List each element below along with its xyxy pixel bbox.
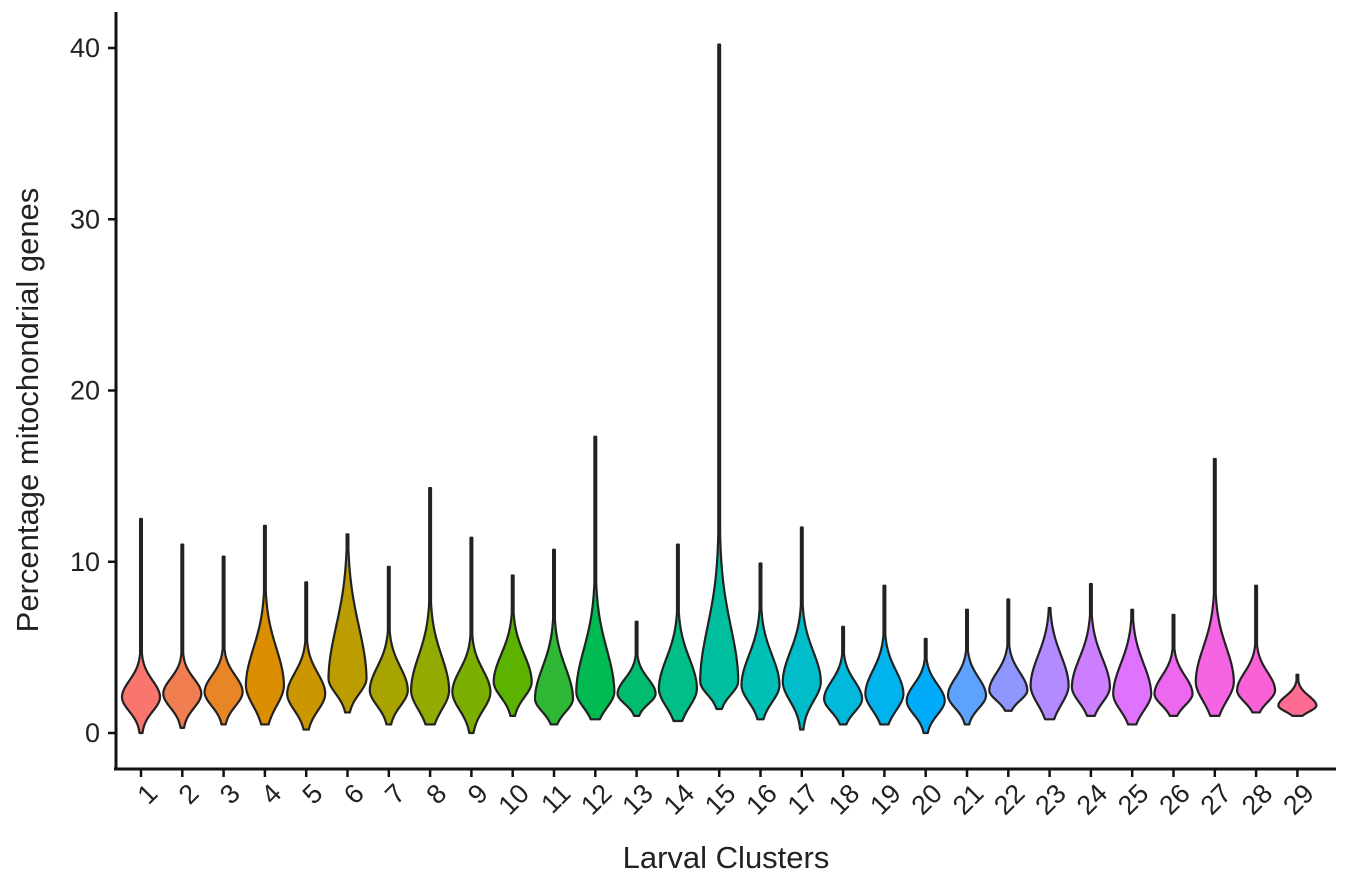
x-tick-label: 15 [699,778,741,820]
violin-cluster-15 [699,43,740,711]
violin-cluster-11 [533,548,575,726]
x-tick-label: 16 [740,778,782,820]
x-tick-label: 26 [1153,778,1195,820]
x-tick-label: 25 [1112,778,1154,820]
x-tick-label: 28 [1236,778,1278,820]
violin-cluster-26 [1153,613,1194,717]
y-axis-title: Percentage mitochondrial genes [10,188,45,633]
y-tick-label: 20 [70,376,100,406]
x-tick-label: 9 [462,778,494,810]
violin-cluster-29 [1277,673,1318,717]
x-tick-label: 17 [782,778,824,820]
x-tick-label: 7 [379,778,411,810]
y-tick-label: 30 [70,204,100,234]
x-tick-label: 8 [421,778,453,810]
violin-cluster-21 [946,608,988,726]
x-tick-label: 24 [1071,778,1113,820]
violin-cluster-20 [905,637,946,735]
violin-cluster-12 [575,435,616,721]
violin-cluster-14 [657,543,698,723]
violin-cluster-4 [244,524,285,726]
violin-cluster-10 [492,574,533,717]
violin-cluster-13 [616,620,657,717]
violin-cluster-7 [368,565,409,726]
y-tick-label: 40 [70,33,100,63]
violin-cluster-25 [1112,608,1153,726]
x-ticks: 1 2 3 4 5 6 7 8 910 11121314151617181920212223242… [131,769,1320,821]
x-tick-label: 14 [658,778,700,820]
y-ticks: 0 10 20 30 40 [70,33,116,748]
x-tick-label: 22 [988,778,1030,820]
violin-cluster-16 [740,562,781,721]
violin-cluster-1 [120,517,162,735]
violin-cluster-27 [1194,457,1235,717]
violin-cluster-19 [864,584,905,726]
violin-cluster-23 [1029,606,1070,721]
violin-cluster-24 [1070,582,1111,717]
violin-cluster-3 [203,555,244,726]
violin-cluster-8 [410,487,451,726]
x-tick-label: 20 [906,778,948,820]
violin-cluster-9 [451,536,492,735]
x-tick-label: 2 [173,778,205,810]
violin-cluster-18 [823,625,864,726]
x-tick-label: 21 [947,778,989,820]
x-tick-label: 19 [864,778,906,820]
x-tick-label: 18 [823,778,865,820]
x-tick-label: 12 [575,778,617,820]
violin-cluster-6 [327,533,368,714]
violin-cluster-17 [781,526,822,731]
violin-cluster-2 [162,543,203,729]
y-tick-label: 10 [70,547,100,577]
x-tick-label: 11 [535,778,576,819]
x-tick-label: 5 [297,778,329,810]
x-tick-label: 29 [1277,778,1319,820]
y-tick-label: 0 [85,718,100,748]
x-tick-label: 27 [1195,778,1237,820]
violin-cluster-28 [1236,584,1277,714]
violin-cluster-22 [988,598,1029,712]
x-tick-label: 1 [131,778,163,810]
x-tick-label: 6 [338,778,370,810]
x-tick-label: 23 [1029,778,1071,820]
x-axis-title: Larval Clusters [623,840,830,875]
violin-cluster-5 [286,581,327,731]
violins-group [120,43,1318,735]
x-tick-label: 10 [493,778,535,820]
x-tick-label: 13 [616,778,658,820]
x-tick-label: 3 [214,778,246,810]
x-tick-label: 4 [255,778,287,810]
